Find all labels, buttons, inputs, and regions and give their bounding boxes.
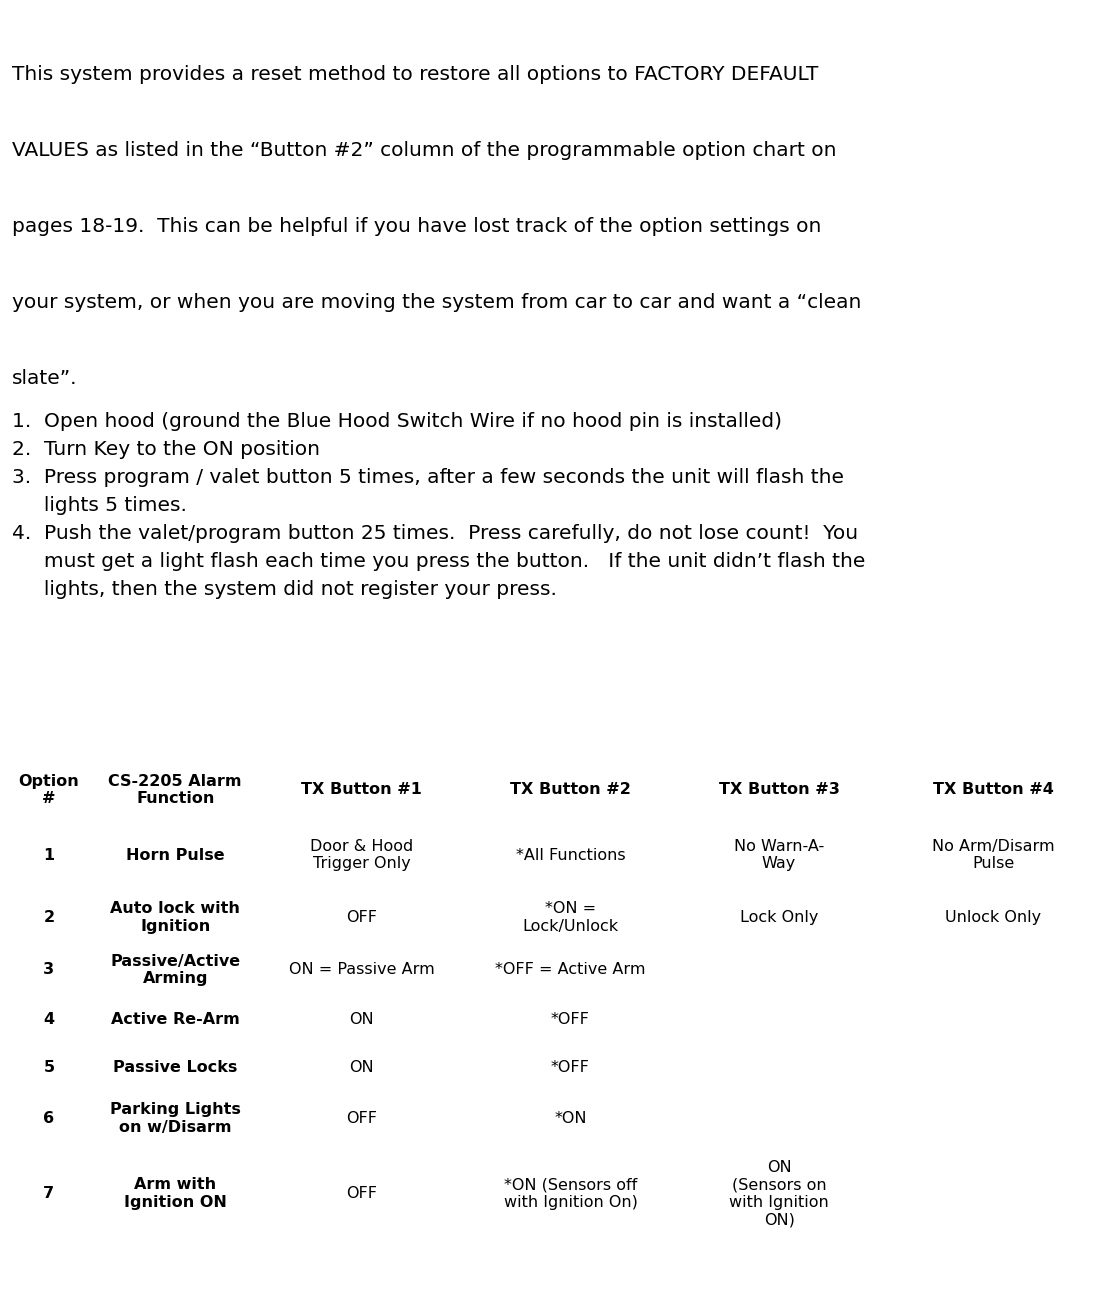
Text: Option
#: Option # <box>19 774 80 807</box>
Text: Parking Lights
on w/Disarm: Parking Lights on w/Disarm <box>110 1102 240 1134</box>
Text: *All Functions: *All Functions <box>515 847 625 863</box>
Text: 6: 6 <box>43 1111 54 1125</box>
Text: *OFF: *OFF <box>551 1011 589 1026</box>
Text: OFF: OFF <box>347 1187 378 1201</box>
Text: lights, then the system did not register your press.: lights, then the system did not register… <box>12 580 557 598</box>
Text: Passive Locks: Passive Locks <box>113 1059 237 1075</box>
Text: pages 18-19.  This can be helpful if you have lost track of the option settings : pages 18-19. This can be helpful if you … <box>12 217 821 235</box>
Text: OFF: OFF <box>347 1111 378 1125</box>
Text: 1: 1 <box>43 847 54 863</box>
Text: Horn Pulse: Horn Pulse <box>126 847 225 863</box>
Text: Lock Only: Lock Only <box>740 909 819 925</box>
Text: *OFF = Active Arm: *OFF = Active Arm <box>495 963 646 977</box>
Text: Unlock Only: Unlock Only <box>945 909 1042 925</box>
Text: OFF: OFF <box>347 909 378 925</box>
Text: ON: ON <box>349 1011 375 1026</box>
Text: must get a light flash each time you press the button.   If the unit didn’t flas: must get a light flash each time you pre… <box>12 552 865 571</box>
Text: ON
(Sensors on
with Ignition
ON): ON (Sensors on with Ignition ON) <box>729 1160 829 1227</box>
Text: lights 5 times.: lights 5 times. <box>12 496 187 515</box>
Text: 7: 7 <box>43 1187 54 1201</box>
Text: *ON (Sensors off
with Ignition On): *ON (Sensors off with Ignition On) <box>503 1177 637 1210</box>
Text: slate”.: slate”. <box>12 369 78 388</box>
Text: TX Button #2: TX Button #2 <box>510 782 630 798</box>
Text: 4: 4 <box>43 1011 54 1026</box>
Text: No Arm/Disarm
Pulse: No Arm/Disarm Pulse <box>932 839 1055 872</box>
Text: VALUES as listed in the “Button #2” column of the programmable option chart on: VALUES as listed in the “Button #2” colu… <box>12 141 837 160</box>
Text: No Warn-A-
Way: No Warn-A- Way <box>733 839 824 872</box>
Text: TX Button #3: TX Button #3 <box>719 782 840 798</box>
Text: 5: 5 <box>43 1059 54 1075</box>
Text: ON: ON <box>349 1059 375 1075</box>
Text: ON = Passive Arm: ON = Passive Arm <box>289 963 434 977</box>
Text: TX Button #1: TX Button #1 <box>301 782 422 798</box>
Text: This system provides a reset method to restore all options to FACTORY DEFAULT: This system provides a reset method to r… <box>12 65 819 85</box>
Text: 3.  Press program / valet button 5 times, after a few seconds the unit will flas: 3. Press program / valet button 5 times,… <box>12 468 844 487</box>
Text: 2: 2 <box>43 909 54 925</box>
Text: TX Button #4: TX Button #4 <box>933 782 1054 798</box>
Text: CS-2205 Alarm
Function: CS-2205 Alarm Function <box>109 774 242 807</box>
Text: Door & Hood
Trigger Only: Door & Hood Trigger Only <box>310 839 413 872</box>
Text: 2.  Turn Key to the ON position: 2. Turn Key to the ON position <box>12 440 320 459</box>
Text: PROGRAMMABLE OPTION TABLE: PROGRAMMABLE OPTION TABLE <box>279 705 829 734</box>
Text: Auto lock with
Ignition: Auto lock with Ignition <box>111 902 240 934</box>
Text: Arm with
Ignition ON: Arm with Ignition ON <box>124 1177 227 1210</box>
Text: *ON: *ON <box>554 1111 587 1125</box>
Text: 1.  Open hood (ground the Blue Hood Switch Wire if no hood pin is installed): 1. Open hood (ground the Blue Hood Switc… <box>12 412 782 431</box>
Text: PROGRAMMABLE OPTION RESET: PROGRAMMABLE OPTION RESET <box>278 10 830 39</box>
Text: 4.  Push the valet/program button 25 times.  Press carefully, do not lose count!: 4. Push the valet/program button 25 time… <box>12 524 858 543</box>
Text: Passive/Active
Arming: Passive/Active Arming <box>110 954 240 986</box>
Text: *ON =
Lock/Unlock: *ON = Lock/Unlock <box>522 902 618 934</box>
Text: *OFF: *OFF <box>551 1059 589 1075</box>
Text: your system, or when you are moving the system from car to car and want a “clean: your system, or when you are moving the … <box>12 293 861 312</box>
Text: Active Re-Arm: Active Re-Arm <box>111 1011 239 1026</box>
Text: 3: 3 <box>43 963 54 977</box>
